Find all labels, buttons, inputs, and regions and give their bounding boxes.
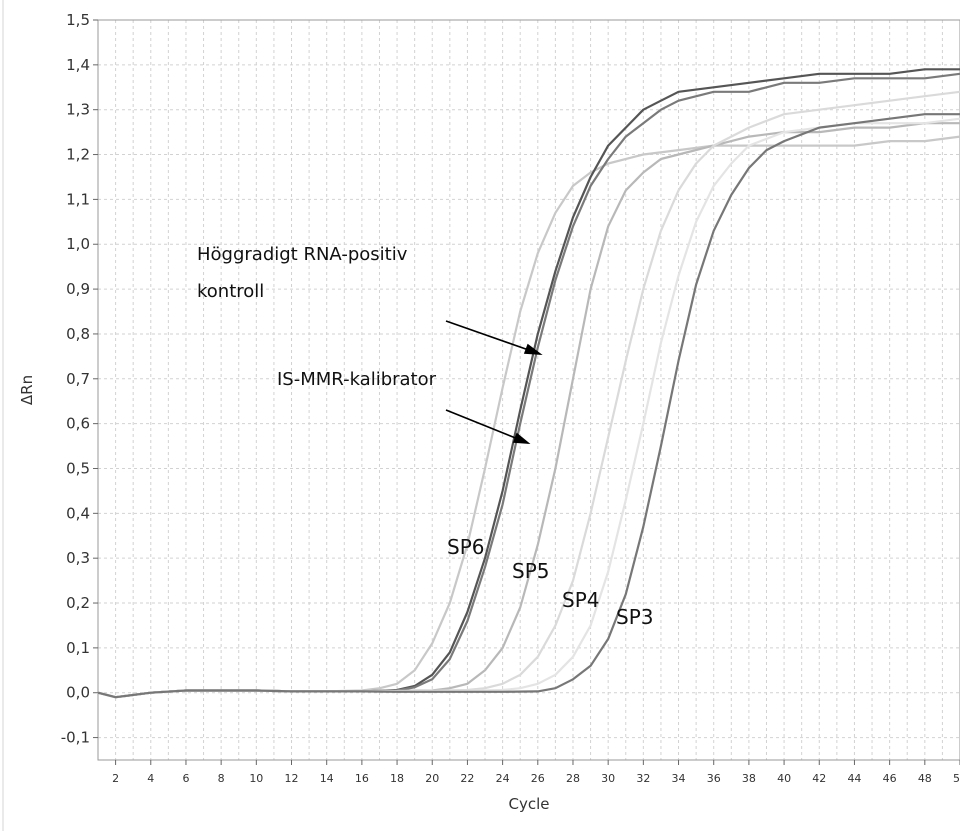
x-tick-label: 44 [847, 772, 861, 785]
x-tick-label: 40 [777, 772, 791, 785]
x-tick-label: 42 [812, 772, 826, 785]
x-tick-label: 10 [249, 772, 263, 785]
x-tick-label: 2 [112, 772, 119, 785]
plot-frame [97, 19, 960, 761]
arrow-is-mmr-calibrator [445, 409, 529, 444]
y-tick-label: 1,1 [66, 190, 90, 208]
x-tick-label: 34 [672, 772, 686, 785]
x-tick-label: 16 [355, 772, 369, 785]
x-tick-label: 22 [460, 772, 474, 785]
annotation-arrows [445, 320, 543, 444]
y-tick-label: 0,5 [66, 459, 90, 477]
x-tick-label: 20 [425, 772, 439, 785]
x-tick-label: 28 [566, 772, 580, 785]
y-axis-ticks: -0,1 0,0 0,1 0,2 0,3 0,4 0,5 0,6 0,7 0,8 0,9 1,0 1,1… [61, 11, 98, 747]
x-tick-label: 4 [147, 772, 154, 785]
y-tick-label: 0,7 [66, 370, 90, 388]
x-tick-label: 8 [218, 772, 225, 785]
y-tick-label: 0,6 [66, 415, 90, 433]
label-sp5: SP5 [512, 559, 549, 583]
x-tick-label: 50 [953, 772, 960, 785]
arrow-high-positive-control [445, 320, 541, 355]
y-tick-label: 0,8 [66, 325, 90, 343]
annotation-is-mmr-calibrator: IS-MMR-kalibrator [277, 369, 437, 390]
x-axis-ticks: 2 4 6 8 10 12 14 16 18 20 22 24 26 28 30 32 34 36 38 40 42 44… [112, 760, 960, 785]
y-tick-label: 1,3 [66, 101, 90, 119]
annotation-high-positive-control-line2: kontroll [197, 281, 264, 302]
y-tick-label: 1,5 [66, 11, 90, 29]
label-sp6: SP6 [447, 535, 484, 559]
x-tick-label: 48 [918, 772, 932, 785]
annotation-high-positive-control-line1: Höggradigt RNA-positiv [197, 244, 408, 265]
x-tick-label: 14 [320, 772, 334, 785]
label-sp4: SP4 [562, 588, 599, 612]
label-sp3: SP3 [616, 605, 653, 629]
x-tick-label: 38 [742, 772, 756, 785]
x-tick-label: 18 [390, 772, 404, 785]
y-tick-label: 0,9 [66, 280, 90, 298]
series-lines [97, 68, 960, 699]
x-tick-label: 24 [496, 772, 510, 785]
y-tick-label: 1,2 [66, 146, 90, 164]
x-tick-label: 36 [707, 772, 721, 785]
y-tick-label: 0,4 [66, 504, 90, 522]
y-axis-title: ΔRn [18, 375, 36, 405]
x-tick-label: 12 [285, 772, 299, 785]
x-tick-label: 6 [182, 772, 189, 785]
arrow-head-high-positive-control [523, 343, 543, 355]
y-tick-label: 0,2 [66, 594, 90, 612]
x-tick-label: 46 [883, 772, 897, 785]
y-tick-label: 1,0 [66, 235, 90, 253]
arrow-head-is-mmr-calibrator [512, 432, 531, 444]
x-tick-label: 26 [531, 772, 545, 785]
y-tick-label: 1,4 [66, 56, 90, 74]
series-line-7 [97, 113, 960, 699]
x-axis-title: Cycle [509, 795, 550, 813]
y-tick-label: 0,0 [66, 684, 90, 702]
y-tick-label: 0,3 [66, 549, 90, 567]
y-tick-label: -0,1 [61, 729, 90, 747]
x-tick-label: 32 [636, 772, 650, 785]
y-tick-label: 0,1 [66, 639, 90, 657]
x-tick-label: 30 [601, 772, 615, 785]
